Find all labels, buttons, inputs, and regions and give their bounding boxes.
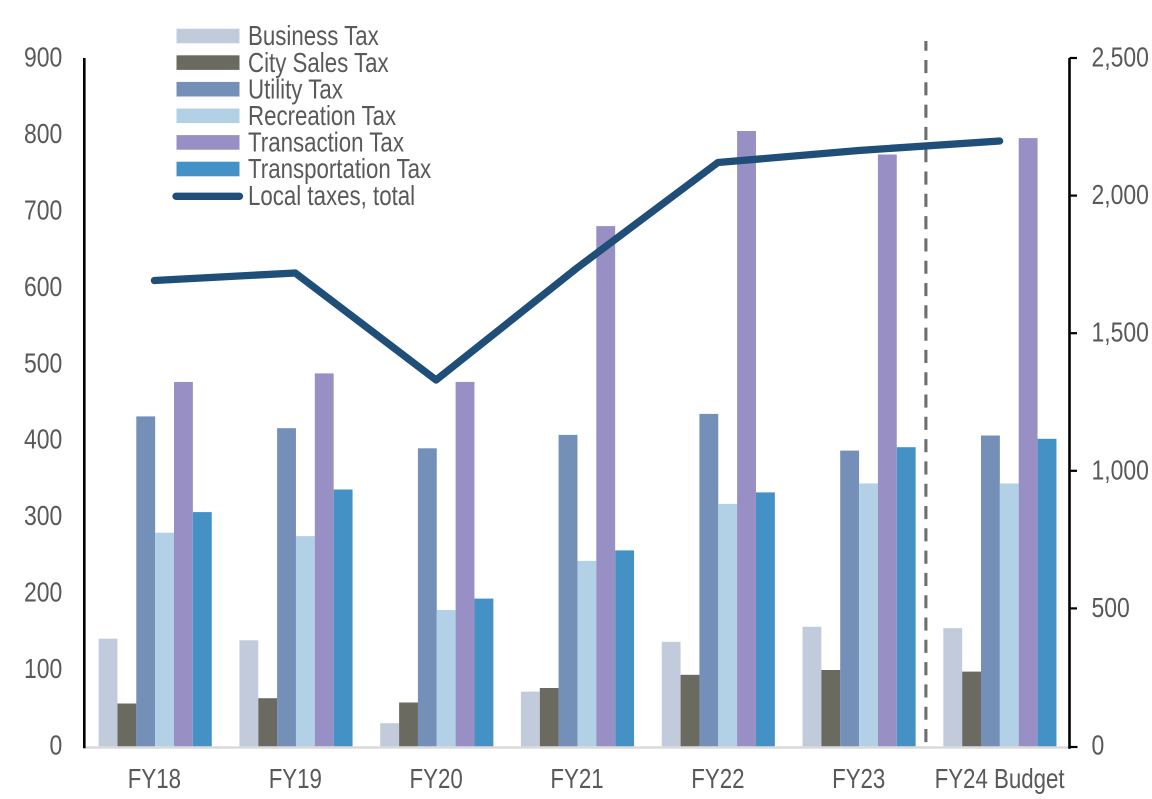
svg-text:900: 900 xyxy=(24,43,62,73)
svg-text:Utility Tax: Utility Tax xyxy=(248,74,343,105)
svg-text:FY19: FY19 xyxy=(269,764,322,795)
svg-text:600: 600 xyxy=(24,272,62,302)
svg-text:1,000: 1,000 xyxy=(1092,455,1149,485)
svg-text:City Sales Tax: City Sales Tax xyxy=(248,48,389,79)
svg-text:1,500: 1,500 xyxy=(1092,318,1149,348)
svg-text:FY20: FY20 xyxy=(409,764,462,795)
svg-text:Local taxes, total: Local taxes, total xyxy=(248,181,415,212)
svg-text:FY18: FY18 xyxy=(128,764,181,795)
svg-text:100: 100 xyxy=(24,654,62,684)
svg-text:2,000: 2,000 xyxy=(1092,180,1149,210)
svg-text:200: 200 xyxy=(24,578,62,608)
svg-text:500: 500 xyxy=(24,348,62,378)
svg-text:FY21: FY21 xyxy=(550,764,603,795)
svg-text:Transaction Tax: Transaction Tax xyxy=(248,127,404,158)
svg-text:400: 400 xyxy=(24,425,62,455)
svg-text:2,500: 2,500 xyxy=(1092,43,1149,73)
svg-text:800: 800 xyxy=(24,119,62,149)
svg-text:0: 0 xyxy=(1092,731,1105,761)
svg-text:Transportation Tax: Transportation Tax xyxy=(248,154,432,185)
svg-text:700: 700 xyxy=(24,196,62,226)
svg-text:FY22: FY22 xyxy=(691,764,744,795)
svg-text:300: 300 xyxy=(24,501,62,531)
svg-text:FY23: FY23 xyxy=(832,764,885,795)
svg-text:Recreation Tax: Recreation Tax xyxy=(248,101,397,132)
svg-text:500: 500 xyxy=(1092,593,1130,623)
svg-text:Business Tax: Business Tax xyxy=(248,21,379,52)
svg-text:FY24 Budget: FY24 Budget xyxy=(935,764,1065,795)
svg-text:0: 0 xyxy=(50,731,63,761)
